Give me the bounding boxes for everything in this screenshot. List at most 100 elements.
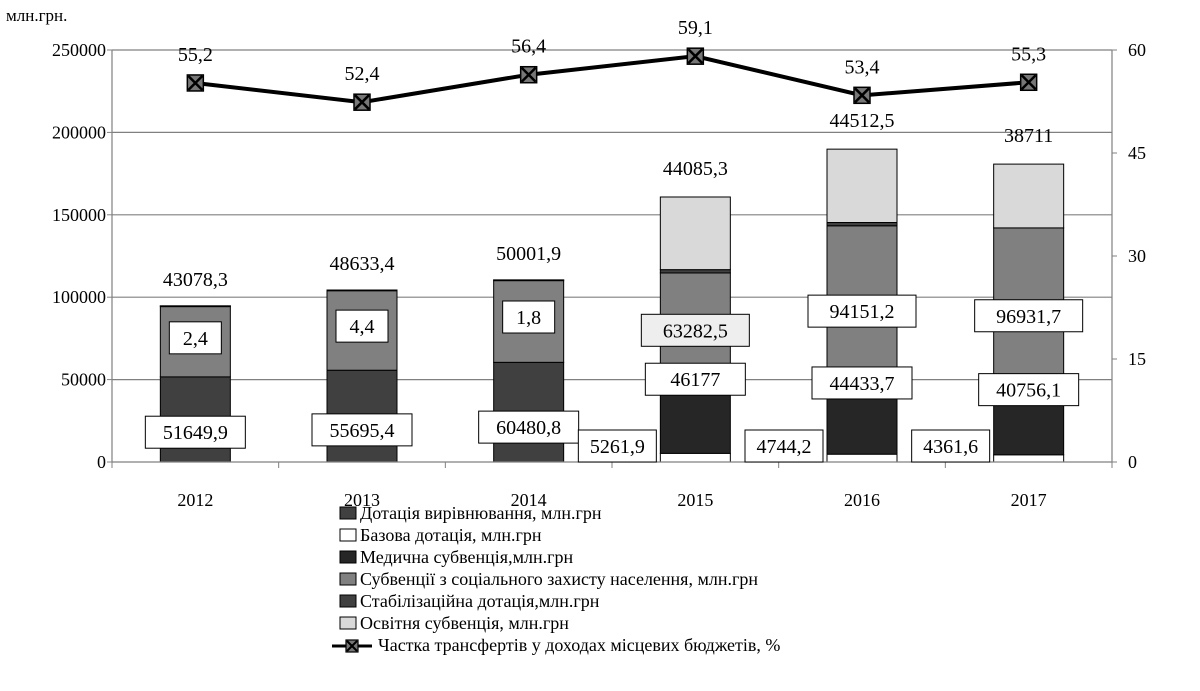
data-label: 96931,7 [974,299,1084,333]
data-label: 5261,9 [577,429,657,463]
data-label: 43078,3 [163,269,228,291]
label-box [744,429,824,463]
bar-segment [993,163,1065,229]
gridlines [112,49,1112,381]
legend-entry: Стабілізаційна дотація,млн.грн [339,591,600,611]
legend-label: Стабілізаційна дотація,млн.грн [360,591,600,611]
label-box [640,313,750,347]
data-label: 50001,9 [496,243,561,265]
bar-segment [826,148,898,223]
y-tick-label: 200000 [52,122,106,142]
legend-swatch [339,616,357,630]
legend-entry: Частка трансфертів у доходах місцевих бю… [332,635,780,655]
label-text: 63282,5 [663,320,728,342]
bars [159,148,1065,463]
label-text: 4744,2 [757,436,812,458]
label-text: 60480,8 [496,417,561,439]
legend-entry: Субвенції з соціального захисту населенн… [339,569,758,589]
legend-label: Частка трансфертів у доходах місцевих бю… [378,635,780,655]
x-tick-label: 2015 [677,490,713,510]
legend-marker [345,639,359,653]
y2-tick-label: 15 [1128,349,1146,369]
legend-label: Субвенції з соціального захисту населенн… [360,569,758,589]
y-tick-label: 0 [97,452,106,472]
y-tick-label: 150000 [52,205,106,225]
bar-segment [826,453,898,463]
label-text: 1,8 [516,307,541,329]
label-box [478,410,580,444]
y-tick-label: 50000 [61,370,106,390]
line-point [186,74,205,92]
label-box [644,362,746,396]
legend-label: Дотація вирівнювання, млн.грн [360,503,602,523]
label-text: 94151,2 [830,301,895,323]
legend-label: Базова дотація, млн.грн [360,525,542,545]
data-label: 55695,4 [311,413,413,447]
data-label: 4744,2 [744,429,824,463]
y-tick-label: 100000 [52,287,106,307]
marker-cross [187,75,204,91]
line-point [353,93,371,111]
legend-swatch [339,594,357,608]
line-label: 53,4 [845,56,880,78]
data-label: 44085,3 [663,158,728,180]
legend-swatch [339,528,357,542]
line-point [1019,73,1038,92]
data-label: 63282,5 [640,313,750,347]
data-label: 40756,1 [978,373,1080,407]
legend-swatch [339,550,357,564]
label-text: 4361,6 [923,436,978,458]
data-label: 48633,4 [330,253,395,275]
marker-cross [1020,74,1037,91]
marker-cross [687,48,704,65]
data-label: 4,4 [335,309,389,343]
data-label: 44512,5 [830,110,895,132]
bar-segment [493,279,565,282]
x-tick-label: 2014 [511,490,547,510]
label-box [144,415,246,449]
line-point [519,65,538,84]
line-label: 59,1 [678,17,713,39]
bar-segment [159,305,231,308]
line-label: 55,3 [1011,43,1046,65]
y-axis-label: млн.грн. [6,6,67,25]
marker-cross [346,640,358,652]
label-text: 96931,7 [996,306,1061,328]
label-text: 55695,4 [330,420,395,442]
bar-segment [659,196,731,271]
legend-entry: Базова дотація, млн.грн [339,525,542,545]
y2-tick-label: 60 [1128,40,1146,60]
x-tick-label: 2016 [844,490,880,510]
label-text: 44433,7 [830,373,895,395]
x-tick-label: 2013 [344,490,380,510]
line-point [686,47,705,65]
label-text: 40756,1 [996,380,1061,402]
data-label: 2,4 [168,321,222,355]
data-label: 38711 [1004,125,1053,147]
legend-entry: Дотація вирівнювання, млн.грн [339,503,602,523]
data-label: 51649,9 [144,415,246,449]
y2-tick-label: 0 [1128,452,1137,472]
label-text: 51649,9 [163,422,228,444]
label-text: 4,4 [350,316,375,338]
line-path [195,54,1029,105]
label-box [807,294,917,328]
data-label: 94151,2 [807,294,917,328]
legend-label: Освітня субвенція, млн.грн [360,613,569,633]
label-text: 2,4 [183,328,208,350]
data-label: 4361,6 [911,429,991,463]
legend-label: Медична субвенція,млн.грн [360,547,573,567]
label-text: 46177 [670,369,720,391]
y2-tick-label: 45 [1128,143,1146,163]
y2-tick-label: 30 [1128,246,1146,266]
line-label: 56,4 [511,36,546,58]
legend-swatch [339,572,357,586]
label-box [502,300,556,334]
line-label: 55,2 [178,44,213,66]
line-label: 52,4 [345,63,380,85]
label-box [168,321,222,355]
label-box [577,429,657,463]
label-box [311,413,413,447]
